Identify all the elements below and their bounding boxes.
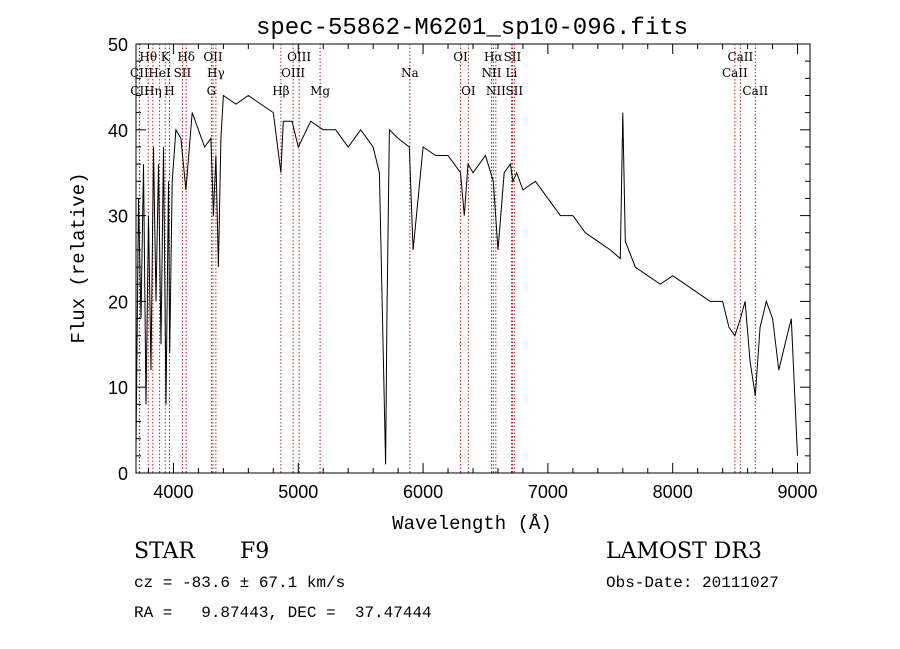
y-tick-label: 10 (108, 378, 128, 398)
spectral-line-markers (138, 44, 756, 473)
spectral-line-label: Hβ (272, 84, 289, 98)
chart-title: spec-55862-M6201_sp10-096.fits (256, 15, 688, 42)
flux-series-line (135, 94, 798, 465)
spectral-line-label: Hα (484, 50, 503, 64)
spectral-line-label: NII (481, 66, 501, 80)
spectral-line-label: Na (401, 66, 419, 80)
x-tick-label: 5000 (278, 482, 318, 502)
spectral-line-label: Mg (310, 84, 330, 98)
object-class: STAR (134, 539, 195, 564)
x-axis-label: Wavelength (Å) (392, 513, 552, 535)
x-axis: 4000 5000 6000 7000 8000 9000 (147, 44, 818, 502)
spectral-line-label: SII (504, 50, 522, 64)
coordinates: RA = 9.87443, DEC = 37.47444 (134, 604, 432, 622)
spectral-line-label: OIII (281, 66, 305, 80)
spectral-line-label: H (164, 84, 174, 98)
spectral-line-label: CII (130, 66, 149, 80)
spectral-line-label: OIII (287, 50, 311, 64)
spectral-line-label: SII (174, 66, 192, 80)
y-axis-label: Flux (relative) (68, 172, 90, 343)
spectral-line-label: Hη (144, 84, 162, 98)
spectral-line-label: Li (506, 66, 518, 80)
x-tick-label: 4000 (153, 482, 193, 502)
spectral-line-label: Hγ (207, 66, 225, 80)
y-tick-label: 50 (108, 35, 128, 55)
object-subclass: F9 (240, 539, 270, 564)
spectral-line-label: CaII (727, 50, 753, 64)
spectral-line-label: HeI (148, 66, 171, 80)
spectral-line-label: OI (461, 84, 476, 98)
x-tick-label: 7000 (528, 482, 568, 502)
spectral-line-label: CaII (742, 84, 768, 98)
spectral-line-label: K (161, 50, 171, 64)
spectral-line-label: G (207, 84, 217, 98)
spectral-line-label: SII (505, 84, 523, 98)
x-tick-label: 9000 (777, 482, 817, 502)
spectral-line-label: CII (130, 84, 149, 98)
plot-frame (135, 43, 811, 474)
spectral-line-label: CaII (722, 66, 748, 80)
redshift-readout: cz = -83.6 ± 67.1 km/s (134, 574, 346, 592)
y-tick-label: 0 (118, 464, 128, 484)
spectral-line-label: NII (486, 84, 506, 98)
y-tick-label: 20 (108, 292, 128, 312)
survey-name: LAMOST DR3 (606, 539, 762, 564)
obs-date: Obs-Date: 20111027 (606, 574, 779, 592)
spectral-line-label: OII (203, 50, 223, 64)
spectral-line-label: OI (453, 50, 468, 64)
y-tick-label: 30 (108, 207, 128, 227)
x-tick-label: 8000 (653, 482, 693, 502)
x-tick-label: 6000 (403, 482, 443, 502)
spectral-line-label: Hθ (139, 50, 157, 64)
y-axis: 0 10 20 30 40 50 (108, 35, 810, 484)
spectral-line-label: Hδ (177, 50, 195, 64)
y-tick-label: 40 (108, 121, 128, 141)
